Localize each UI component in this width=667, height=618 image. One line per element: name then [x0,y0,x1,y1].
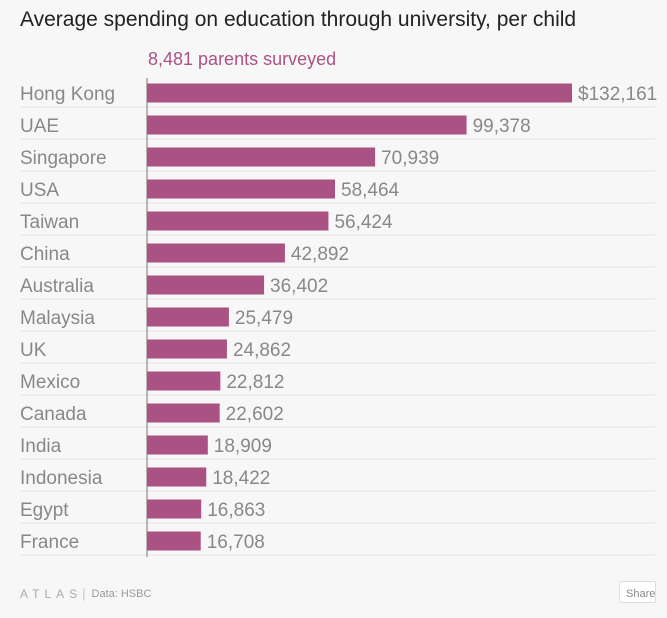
category-label: USA [20,180,59,201]
chart-subtitle: 8,481 parents surveyed [148,49,337,69]
value-label: 18,909 [214,436,272,457]
category-label: UAE [20,116,59,137]
bar [147,307,229,327]
value-label: $132,161 [578,84,657,105]
bar [147,435,208,455]
atlas-logo: ATLAS [20,586,83,601]
value-label: 42,892 [291,244,349,265]
value-label: 25,479 [235,308,293,329]
footer-separator: | [82,586,86,601]
bar [147,371,221,391]
bar [147,83,572,103]
category-label: Mexico [20,372,80,393]
value-label: 22,602 [226,404,284,425]
value-label: 24,862 [233,340,291,361]
category-label: Hong Kong [20,84,115,105]
bar [147,179,336,199]
bar [147,339,227,359]
bar [147,499,202,519]
value-label: 58,464 [341,180,400,201]
category-label: Singapore [20,148,107,169]
category-label: Malaysia [20,308,95,329]
category-label: Egypt [20,500,69,521]
category-label: Canada [20,404,87,425]
value-label: 70,939 [381,148,439,169]
bar [147,467,207,487]
category-label: India [20,436,62,457]
bar [147,403,220,423]
category-label: Taiwan [20,212,79,233]
category-label: Indonesia [20,468,103,489]
bar [147,531,201,551]
category-label: UK [20,340,47,361]
bar [147,275,265,295]
value-label: 18,422 [212,468,270,489]
category-label: France [20,532,79,553]
bar [147,147,376,167]
category-label: Australia [20,276,94,297]
bar-chart: Hong Kong $132,161 UAE 99,378 Singapore 70,93… [20,78,657,557]
value-label: 56,424 [334,212,393,233]
footer: ATLAS | Data: HSBC [20,586,151,601]
bar [147,115,467,135]
value-label: 99,378 [473,116,531,137]
value-label: 36,402 [270,276,328,297]
chart-title: Average spending on education through un… [20,8,577,31]
bar [147,243,285,263]
value-label: 22,812 [226,372,284,393]
category-label: China [20,244,70,265]
value-label: 16,708 [207,532,265,553]
data-source: Data: HSBC [91,587,152,600]
bar [147,211,329,231]
share-button[interactable]: Share [619,581,656,603]
value-label: 16,863 [207,500,265,521]
